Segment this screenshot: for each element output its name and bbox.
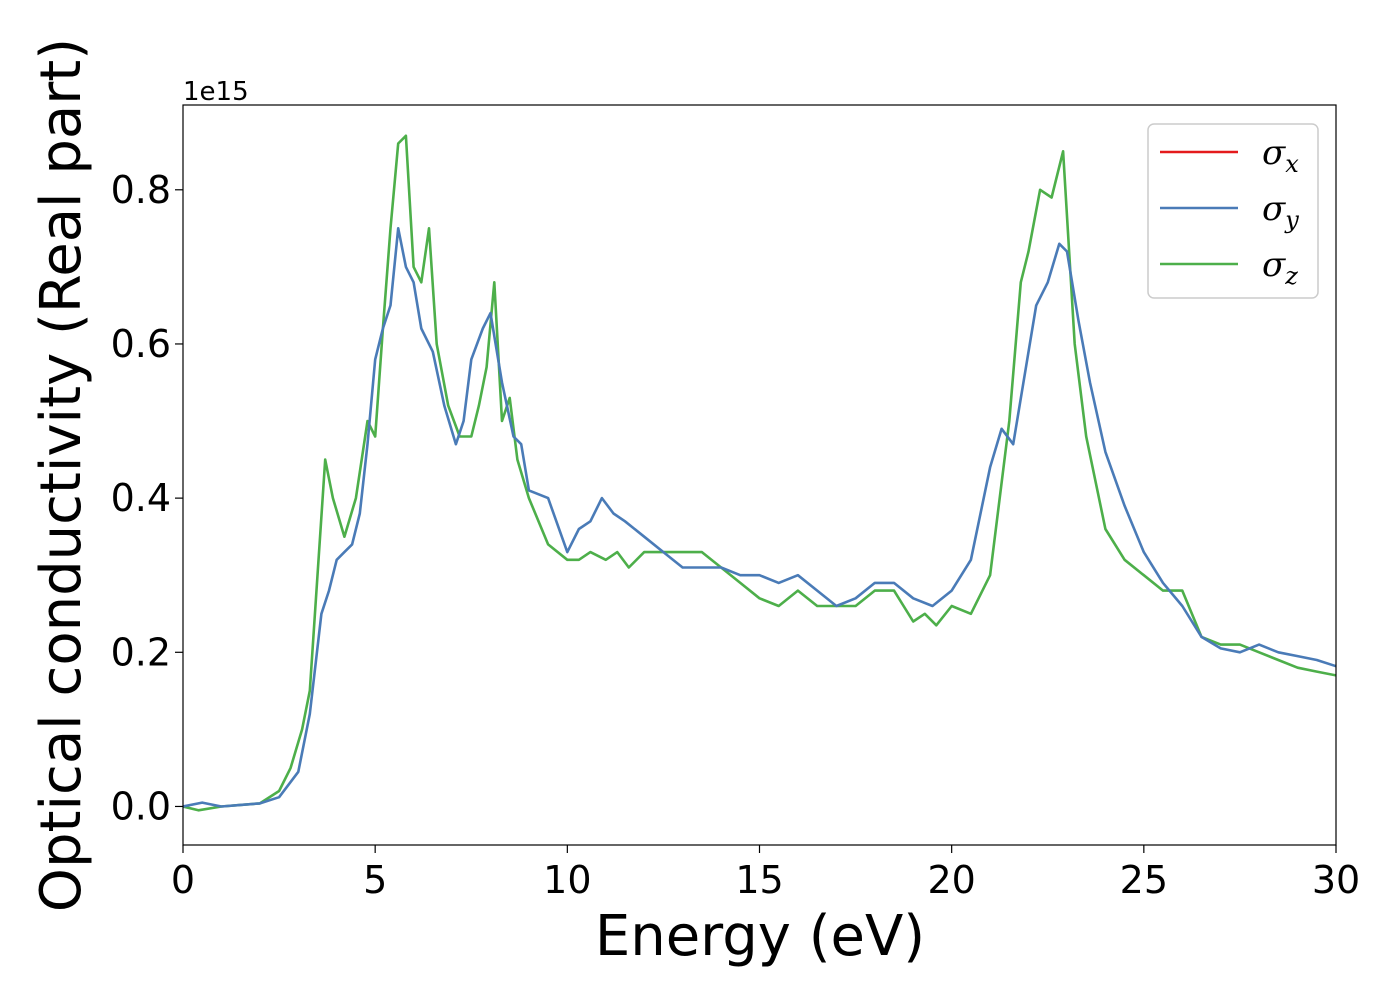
legend-subscript: z — [1284, 262, 1298, 290]
y-tick-label: 0.2 — [111, 630, 171, 674]
y-tick-label: 0.8 — [111, 168, 171, 212]
y-axis-ticks: 0.0 0.2 0.4 0.6 0.8 — [111, 168, 183, 828]
legend-label-z: σz — [1262, 245, 1298, 290]
legend-symbol: σ — [1262, 189, 1286, 229]
y-tick-label: 0.4 — [111, 476, 171, 520]
y-tick-label: 0.6 — [111, 322, 171, 366]
x-axis-ticks: 0 5 10 15 20 25 30 — [171, 845, 1360, 902]
x-tick-label: 15 — [735, 858, 783, 902]
plot-lines — [183, 134, 1336, 812]
legend-label-x: σx — [1262, 133, 1299, 178]
x-axis-label: Energy (eV) — [595, 904, 925, 969]
series-line-z — [183, 134, 1336, 812]
legend-symbol: σ — [1262, 133, 1286, 173]
x-tick-label: 25 — [1120, 858, 1168, 902]
legend-symbol: σ — [1262, 245, 1286, 285]
x-tick-label: 10 — [543, 858, 591, 902]
legend-subscript: y — [1284, 206, 1299, 234]
y-tick-label: 0.0 — [111, 784, 171, 828]
legend-box — [1147, 123, 1319, 299]
y-axis-label: Optical conductivity (Real part) — [29, 38, 94, 912]
x-tick-label: 30 — [1312, 858, 1360, 902]
y-offset-text: 1e15 — [183, 77, 249, 107]
x-tick-label: 20 — [927, 858, 975, 902]
x-tick-label: 0 — [171, 858, 195, 902]
series-line-y — [183, 227, 1336, 808]
legend-subscript: x — [1285, 150, 1299, 178]
x-tick-label: 5 — [363, 858, 387, 902]
legend-label-y: σy — [1262, 189, 1299, 234]
